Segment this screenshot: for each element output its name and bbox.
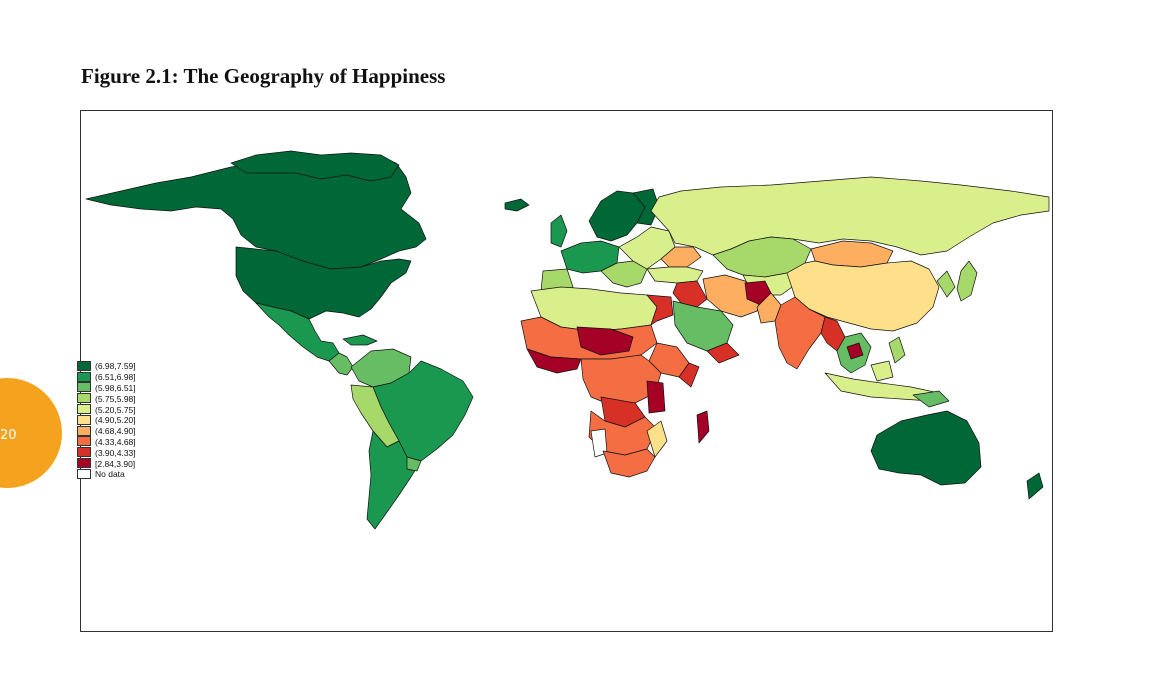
region-australia (870, 410, 982, 486)
world-map (85, 150, 1050, 530)
legend-swatch (77, 436, 91, 447)
legend-item: (5.20,5.75] (77, 404, 136, 415)
region-somalia (678, 362, 700, 388)
region-japan (956, 260, 978, 302)
legend-item: (3.90,4.33] (77, 447, 136, 458)
world-map-frame (80, 110, 1053, 632)
legend-label: (3.90,4.33] (95, 447, 136, 458)
legend-item: (5.98,6.51] (77, 382, 136, 394)
region-cambodia (846, 342, 864, 360)
region-caribbean (342, 334, 378, 346)
legend-item: (5.75,5.98] (77, 393, 136, 404)
legend-label: [2.84,3.90] (95, 458, 136, 469)
legend-label: (4.68,4.90] (95, 426, 136, 437)
region-east-africa (646, 380, 666, 414)
legend-label: (6.51,6.98] (95, 372, 136, 383)
region-finland (632, 188, 660, 226)
region-west-africa-coast (526, 348, 582, 374)
legend-item: (6.98,7.59] (77, 360, 136, 372)
legend-label: (4.90,5.20] (95, 415, 136, 426)
legend-item: No data (77, 468, 136, 480)
region-mali-niger (576, 326, 634, 356)
legend-item: [2.84,3.90] (77, 458, 136, 469)
legend-swatch (77, 414, 91, 425)
region-italy-balkans (600, 260, 648, 288)
region-turkey (646, 266, 704, 284)
legend-swatch (77, 468, 91, 479)
legend-swatch (77, 447, 91, 458)
region-greenland-area (230, 150, 400, 182)
region-uruguay (406, 456, 422, 472)
region-kazakhstan (712, 236, 812, 278)
legend-label: (6.98,7.59] (95, 361, 136, 372)
legend-swatch (77, 458, 91, 469)
legend-item: (4.68,4.90] (77, 425, 136, 437)
legend-label: (4.33,4.68] (95, 436, 136, 447)
legend-swatch (77, 382, 91, 393)
legend-swatch (77, 393, 91, 404)
legend-swatch (77, 404, 91, 415)
region-iceland (504, 198, 530, 212)
legend-label: No data (95, 469, 125, 480)
legend-label: (5.98,6.51] (95, 382, 136, 393)
legend-swatch (77, 360, 91, 371)
region-borneo (870, 360, 894, 382)
region-new-guinea (912, 390, 950, 408)
legend-label: (5.20,5.75] (95, 404, 136, 415)
region-new-zealand (1026, 472, 1044, 500)
legend-item: (6.51,6.98] (77, 371, 136, 383)
figure-title: Figure 2.1: The Geography of Happiness (81, 64, 446, 88)
region-southern-africa (602, 448, 656, 478)
region-mozambique (646, 420, 668, 458)
region-egypt (646, 294, 674, 326)
legend-item: (4.33,4.68] (77, 436, 136, 448)
region-philippines (888, 336, 906, 364)
region-yemen-oman (706, 342, 740, 364)
region-uk (550, 214, 568, 248)
legend-swatch (77, 371, 91, 382)
region-korea-japan (936, 270, 956, 298)
legend-label: (5.75,5.98] (95, 393, 136, 404)
region-argentina-chile (366, 430, 422, 530)
map-legend: (6.98,7.59] (6.51,6.98] (5.98,6.51] (5.7… (77, 360, 136, 480)
region-scandinavia (588, 190, 646, 242)
page-number: 20 (0, 428, 17, 443)
region-madagascar (696, 410, 710, 444)
legend-swatch (77, 425, 91, 436)
legend-item: (4.90,5.20] (77, 414, 136, 426)
